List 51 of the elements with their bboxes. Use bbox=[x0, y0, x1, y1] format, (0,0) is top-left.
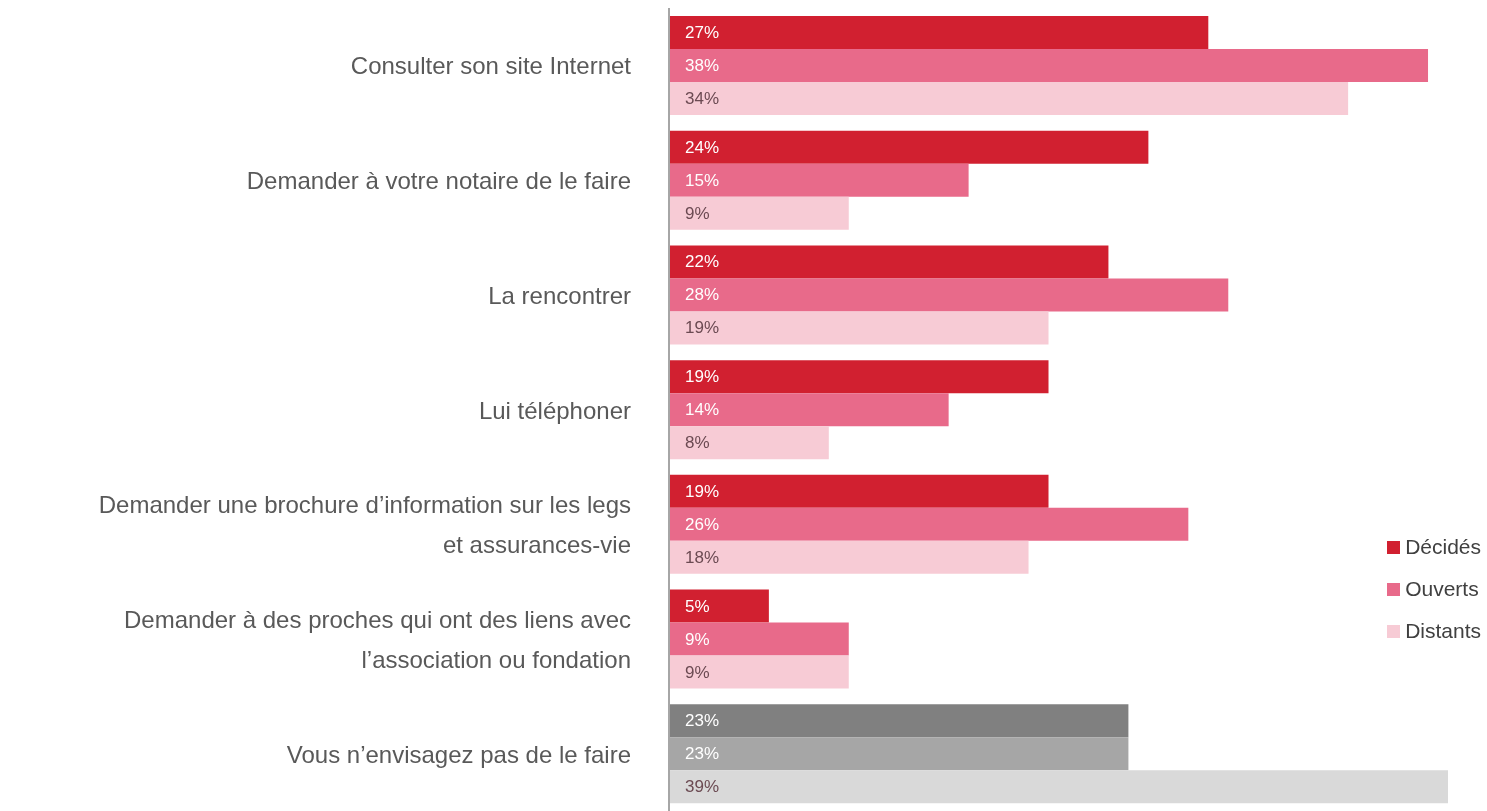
y-tick-label: Demander à des proches qui ont des liens avec l’association ou fondation bbox=[124, 605, 631, 673]
data-label: 15% bbox=[685, 170, 720, 190]
bar bbox=[669, 540, 1029, 574]
data-label: 24% bbox=[685, 137, 720, 157]
data-label: 23% bbox=[685, 744, 720, 764]
data-label: 14% bbox=[685, 400, 720, 420]
legend-label: Ouverts bbox=[1405, 577, 1479, 601]
bar bbox=[669, 196, 849, 230]
bar bbox=[669, 49, 1429, 82]
data-label: 9% bbox=[685, 203, 710, 223]
data-label: 39% bbox=[685, 777, 720, 797]
legend-label: Distants bbox=[1405, 619, 1481, 643]
data-label: 18% bbox=[685, 547, 720, 567]
bar bbox=[669, 278, 1229, 312]
bar bbox=[669, 393, 949, 427]
data-label: 27% bbox=[685, 23, 720, 42]
data-label: 26% bbox=[685, 514, 720, 534]
data-label: 34% bbox=[685, 89, 720, 108]
data-label: 9% bbox=[685, 662, 710, 682]
data-label: 19% bbox=[685, 481, 720, 501]
bar bbox=[669, 770, 1448, 804]
bar bbox=[669, 474, 1049, 508]
y-tick-label: Demander à votre notaire de le faire bbox=[246, 166, 631, 194]
data-label: 8% bbox=[685, 433, 710, 453]
bar bbox=[669, 16, 1209, 49]
y-tick-label: Vous n’envisagez pas de le faire bbox=[286, 740, 631, 768]
data-label: 22% bbox=[685, 252, 720, 272]
bar bbox=[669, 245, 1109, 279]
legend-label: Décidés bbox=[1405, 535, 1481, 559]
data-label: 28% bbox=[685, 285, 720, 305]
data-label: 23% bbox=[685, 711, 720, 731]
data-label: 38% bbox=[685, 56, 720, 75]
bar bbox=[669, 82, 1349, 115]
y-tick-label: Lui téléphoner bbox=[478, 396, 631, 423]
bar bbox=[669, 589, 769, 623]
y-tick-label: La rencontrer bbox=[488, 281, 631, 309]
bar bbox=[669, 507, 1189, 541]
bar bbox=[669, 130, 1149, 164]
bar bbox=[669, 622, 849, 656]
data-label: 19% bbox=[685, 318, 720, 338]
y-tick-label: Consulter son site Internet bbox=[350, 51, 632, 79]
data-label: 19% bbox=[685, 367, 720, 387]
bar bbox=[669, 360, 1049, 394]
bar bbox=[669, 655, 849, 689]
bar bbox=[669, 704, 1129, 738]
bar bbox=[669, 163, 969, 197]
data-label: 5% bbox=[685, 596, 710, 616]
data-label: 9% bbox=[685, 629, 710, 649]
y-tick-label: Demander une brochure d’information sur les legs et assurances-vie bbox=[98, 490, 631, 558]
bar bbox=[669, 426, 829, 460]
bar bbox=[669, 311, 1049, 345]
